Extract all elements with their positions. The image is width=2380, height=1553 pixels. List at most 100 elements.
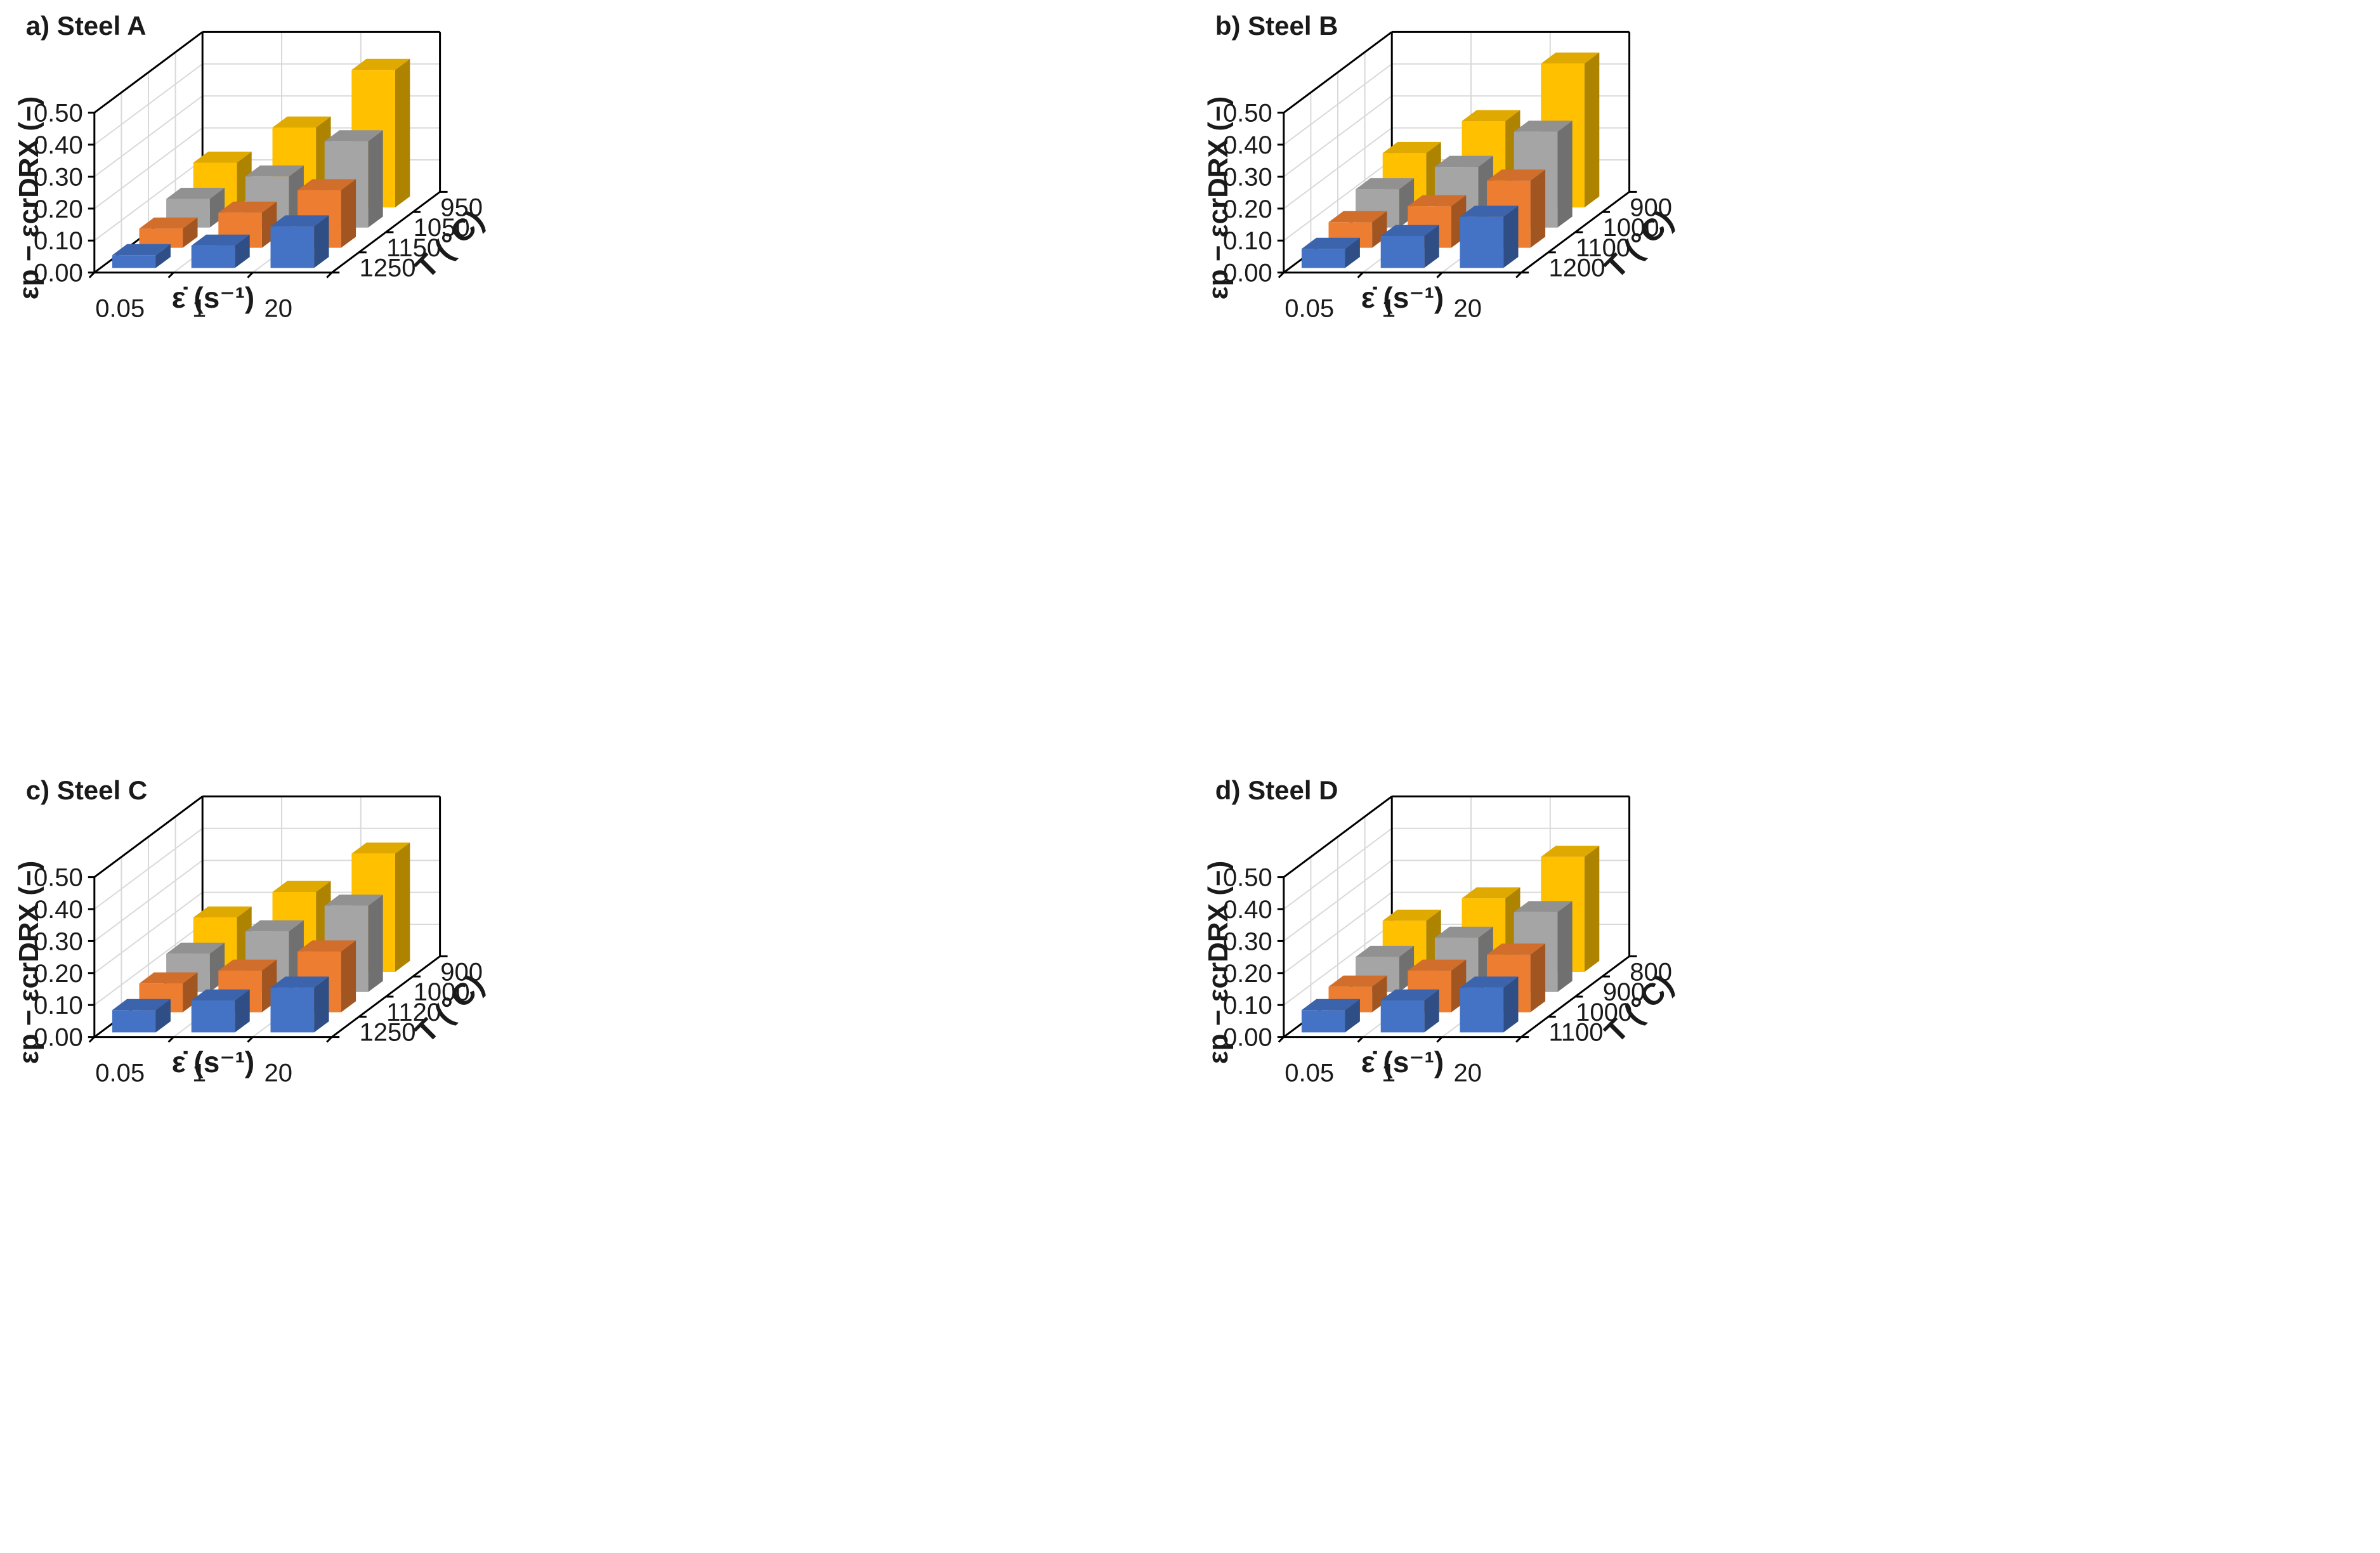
bar-top-face [1541, 52, 1600, 64]
bar-top-face [324, 130, 383, 141]
bar-top-face [112, 244, 171, 256]
x-tick [1278, 272, 1285, 278]
bar-front-face [1460, 987, 1504, 1033]
y-tick-label: 0.30 [34, 927, 83, 955]
bar-top-face [245, 920, 304, 932]
z-tick-label: 900 [1603, 978, 1645, 1006]
top-edge-line [93, 31, 204, 114]
z-tick-label: 1000 [1603, 214, 1659, 242]
bar [1301, 999, 1360, 1033]
x-tick [247, 272, 254, 278]
bar-side-face [155, 999, 171, 1033]
bar-top-face [298, 179, 356, 190]
y-tick-label: 0.30 [34, 163, 83, 191]
bar-top-face [1301, 237, 1360, 249]
chart-title: d) Steel D [1215, 775, 1338, 805]
chart-title: a) Steel A [26, 11, 147, 41]
x-tick [1436, 1036, 1443, 1043]
bar [139, 217, 198, 248]
bar-top-face [1408, 959, 1467, 971]
bar-top-face [166, 942, 225, 954]
bar [191, 234, 250, 268]
y-tick-label: 0.10 [34, 227, 83, 255]
x-tick [1357, 1036, 1364, 1043]
chart-title: b) Steel B [1215, 11, 1338, 41]
y-tick-label: 0.50 [34, 864, 83, 892]
x-tick-label: 1 [1382, 1059, 1396, 1087]
bar-top-face [1460, 206, 1519, 217]
bar-top-face [218, 201, 277, 213]
x-tick-label: 0.05 [1285, 1059, 1334, 1087]
bar-side-face [1345, 237, 1360, 268]
x-axis-label: ε̇ (s⁻¹) [1361, 1045, 1444, 1078]
y-axis-label: εp − εcrDRX (−) [1203, 96, 1234, 300]
bar-top-face [1460, 976, 1519, 988]
y-axis-label: εp − εcrDRX (−) [13, 861, 44, 1065]
x-tick [326, 1036, 333, 1043]
z-tick-label: 1000 [1576, 999, 1632, 1026]
x-tick-label: 1 [192, 1059, 206, 1087]
bar-front-face [191, 1000, 235, 1033]
x-tick [167, 272, 174, 278]
chart-panel-2: 0.00 0.10 0.20 0.30 0.40 0.50 0.05 1 20 120011001… [1203, 11, 1680, 322]
z-tick-label: 1100 [1576, 234, 1630, 262]
x-tick-label: 20 [1454, 1059, 1482, 1087]
x-tick-label: 0.05 [95, 295, 145, 323]
y-tick-label: 0.00 [1223, 259, 1272, 287]
bar-side-face [1503, 206, 1519, 268]
x-tick-label: 0.05 [95, 1059, 145, 1087]
chart-panel-3: 0.00 0.10 0.20 0.30 0.40 0.50 0.05 1 20 125011201… [13, 775, 490, 1087]
bar-side-face [341, 940, 356, 1012]
bar [270, 976, 329, 1033]
z-tick-label: 1250 [360, 1019, 416, 1047]
bar-side-face [1584, 846, 1600, 972]
x-tick [1515, 1036, 1522, 1043]
x-tick-label: 20 [265, 295, 293, 323]
y-tick-label: 0.20 [1223, 195, 1272, 223]
bar [1301, 237, 1360, 268]
y-tick-label: 0.00 [1223, 1024, 1272, 1052]
z-tick-label: 950 [440, 193, 483, 221]
y-tick-label: 0.50 [34, 100, 83, 128]
x-tick [1278, 1036, 1285, 1043]
bar-front-face [1380, 236, 1425, 268]
chart-title: c) Steel C [26, 775, 147, 805]
bar [191, 989, 250, 1033]
bar-front-face [191, 246, 235, 268]
bar-top-face [1328, 211, 1387, 223]
bar [1380, 225, 1439, 268]
bar-top-face [1382, 909, 1441, 921]
bar-top-face [324, 894, 383, 906]
z-tick-label: 1000 [414, 978, 470, 1006]
bar-side-face [183, 217, 198, 248]
y-tick-label: 0.10 [1223, 992, 1272, 1019]
bar-front-face [1460, 216, 1504, 268]
x-tick-label: 1 [192, 295, 206, 323]
bar-top-face [166, 188, 225, 199]
bar-side-face [235, 234, 250, 268]
bar-front-face [112, 255, 156, 268]
bar-top-face [139, 972, 198, 984]
bar-top-face [272, 881, 331, 892]
z-tick-label: 1150 [386, 234, 441, 262]
y-tick-label: 0.50 [1223, 864, 1272, 892]
bar-side-face [1557, 901, 1573, 992]
z-tick-label: 900 [1630, 193, 1672, 221]
y-tick-label: 0.40 [34, 131, 83, 159]
y-tick-label: 0.40 [1223, 896, 1272, 924]
bar-top-face [270, 976, 329, 988]
bar-front-face [139, 228, 183, 248]
x-axis-label: ε̇ (s⁻¹) [1361, 281, 1444, 314]
y-tick-label: 0.00 [34, 259, 83, 287]
bar [270, 215, 329, 268]
bar [1460, 976, 1519, 1033]
bar-top-face [298, 940, 356, 952]
x-axis-label: ε̇ (s⁻¹) [172, 281, 254, 314]
bar-top-face [245, 165, 304, 177]
top-edge-line [1283, 796, 1393, 878]
bar-top-face [1380, 225, 1439, 236]
bar-front-face [1301, 249, 1345, 268]
bar-top-face [270, 215, 329, 226]
bar-top-face [193, 906, 252, 918]
